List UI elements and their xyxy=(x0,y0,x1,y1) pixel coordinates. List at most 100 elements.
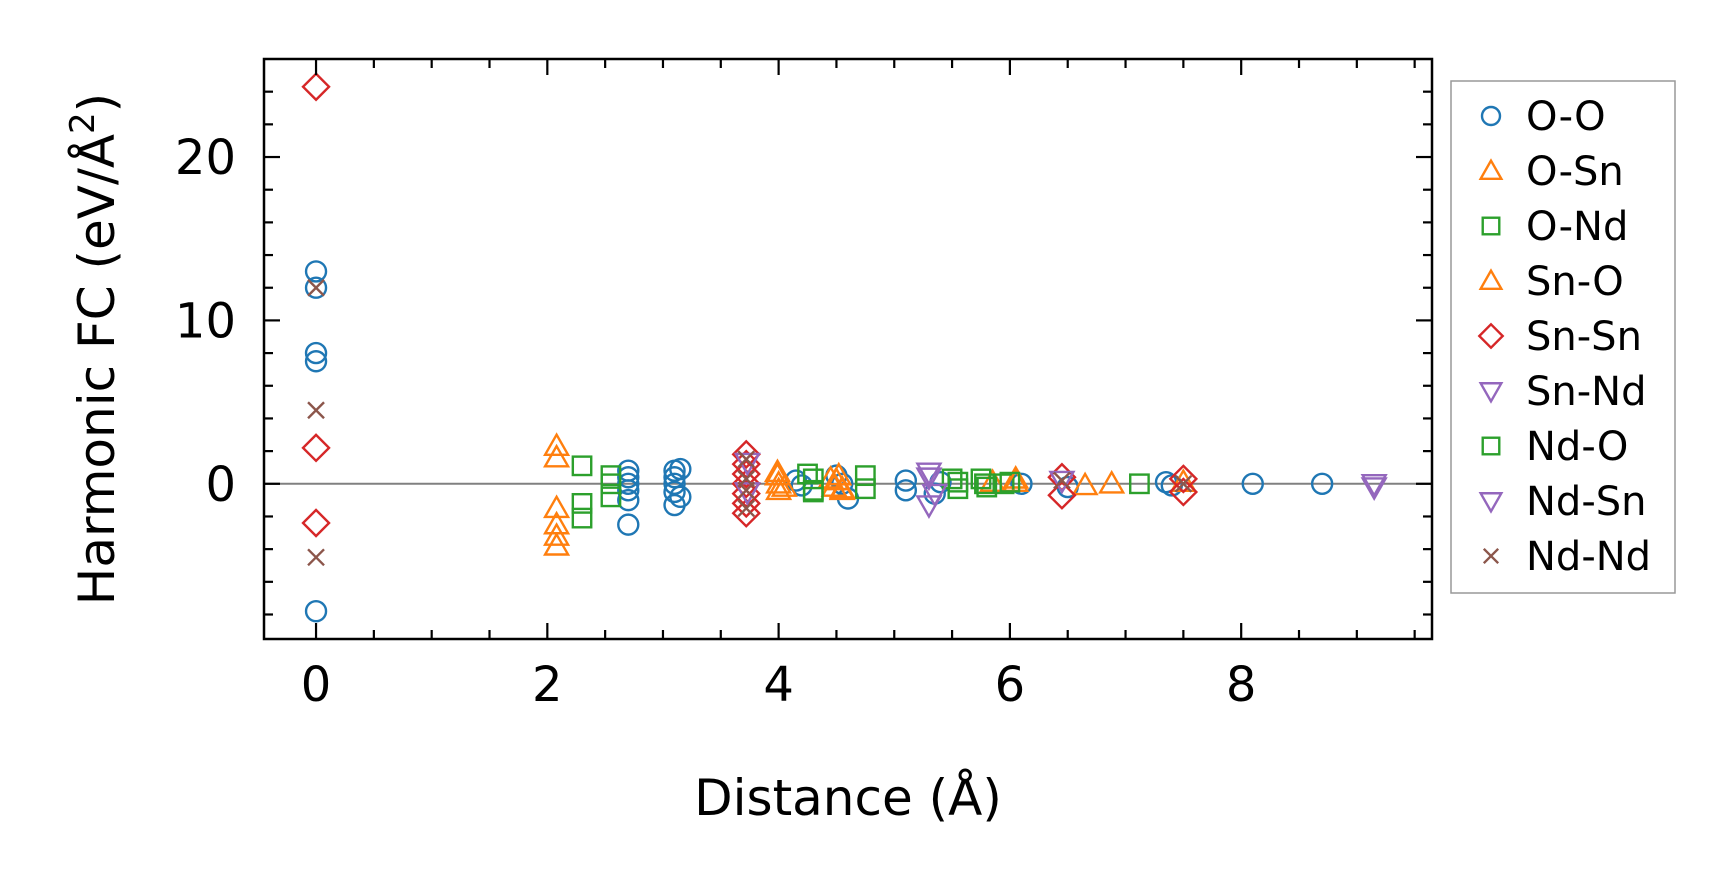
data-point xyxy=(737,481,756,500)
data-point xyxy=(790,474,813,497)
legend-marker xyxy=(1481,216,1501,236)
legend-label: O-Nd xyxy=(1526,204,1628,250)
data-point xyxy=(731,498,761,528)
data-point xyxy=(731,469,761,499)
data-point xyxy=(976,476,998,498)
legend-marker xyxy=(1478,382,1504,404)
legend-marker xyxy=(1482,547,1500,565)
data-point xyxy=(802,481,824,503)
data-point xyxy=(1047,480,1077,510)
data-point xyxy=(1053,471,1071,490)
legend-marker xyxy=(1481,436,1501,456)
legend-marker xyxy=(1478,268,1504,290)
data-point xyxy=(765,469,793,494)
data-point xyxy=(1241,472,1264,495)
series-nd-o xyxy=(802,468,1021,503)
legend-label: Sn-Nd xyxy=(1526,369,1647,415)
data-point xyxy=(1360,477,1388,501)
data-point xyxy=(600,473,622,495)
data-point xyxy=(301,72,331,102)
data-point xyxy=(663,472,686,495)
data-point xyxy=(1174,474,1193,493)
data-point xyxy=(894,479,918,502)
data-point xyxy=(304,260,328,283)
data-point xyxy=(304,276,328,299)
data-point xyxy=(820,473,848,497)
data-point xyxy=(304,341,328,365)
data-point xyxy=(543,531,571,556)
data-point xyxy=(1071,471,1099,496)
data-point xyxy=(854,478,876,500)
legend-marker xyxy=(1477,322,1505,350)
plot-frame xyxy=(262,57,1434,641)
x-mark-stroke xyxy=(307,548,325,567)
data-point xyxy=(600,486,622,508)
data-point xyxy=(1129,473,1150,495)
data-point xyxy=(304,600,328,623)
data-point xyxy=(617,488,640,512)
data-point xyxy=(543,522,571,546)
data-point xyxy=(301,508,331,538)
data-point xyxy=(669,485,692,509)
x-mark-stroke xyxy=(1053,471,1071,490)
data-point xyxy=(1360,473,1388,498)
data-point xyxy=(765,476,793,501)
y-axis-label: Harmonic FC (eV/Å2) xyxy=(63,93,126,605)
data-point xyxy=(894,469,918,492)
legend-marker xyxy=(1480,105,1502,127)
data-point xyxy=(1048,470,1076,495)
data-point xyxy=(307,548,325,567)
legend-marker xyxy=(1478,492,1504,514)
data-point xyxy=(999,471,1021,493)
data-point xyxy=(571,455,593,477)
data-point xyxy=(307,401,325,420)
data-point xyxy=(854,465,876,487)
data-point xyxy=(571,507,593,529)
series-sn-sn xyxy=(301,72,1199,538)
legend-label: O-O xyxy=(1526,94,1606,140)
data-point xyxy=(1310,472,1334,495)
legend-label: O-Sn xyxy=(1526,149,1624,195)
data-point xyxy=(543,494,571,519)
data-point xyxy=(617,479,640,502)
data-point xyxy=(828,474,856,499)
x-tick-label: 8 xyxy=(1226,657,1257,713)
data-point xyxy=(543,443,571,468)
data-point xyxy=(307,278,325,297)
x-tick-label: 4 xyxy=(763,657,794,713)
series-sn-o xyxy=(763,461,1030,499)
data-point xyxy=(571,492,593,514)
legend: O-O O-Sn O-Nd Sn-O Sn-Sn Sn-Nd Nd-O Nd-Sn Nd-Nd xyxy=(1450,80,1676,594)
data-point xyxy=(921,483,949,508)
data-point xyxy=(669,457,692,481)
data-point xyxy=(763,461,792,486)
x-mark-stroke xyxy=(737,450,756,469)
legend-label: Sn-Sn xyxy=(1526,314,1642,360)
x-mark-stroke xyxy=(307,278,325,297)
data-point xyxy=(617,466,640,489)
data-point xyxy=(1168,464,1199,494)
data-point xyxy=(974,473,995,495)
data-point xyxy=(543,432,571,457)
x-mark-stroke xyxy=(307,401,325,420)
data-point xyxy=(731,439,761,470)
data-point xyxy=(301,433,331,463)
series-o-o xyxy=(304,260,1334,623)
data-point xyxy=(1168,477,1199,507)
legend-label: Sn-O xyxy=(1526,259,1624,305)
series-nd-nd xyxy=(307,278,1193,567)
x-mark-stroke xyxy=(1482,547,1500,565)
data-point xyxy=(663,480,686,504)
x-tick-label: 0 xyxy=(301,657,332,713)
series-o-sn xyxy=(543,432,1197,556)
data-point xyxy=(915,462,943,487)
data-point xyxy=(770,473,798,497)
data-point xyxy=(731,488,761,519)
x-axis-label: Distance (Å) xyxy=(694,769,1002,827)
data-point xyxy=(802,468,824,490)
data-point xyxy=(304,350,328,373)
x-mark-stroke xyxy=(737,481,756,500)
data-point xyxy=(1002,464,1030,489)
x-mark-stroke xyxy=(1174,474,1193,493)
